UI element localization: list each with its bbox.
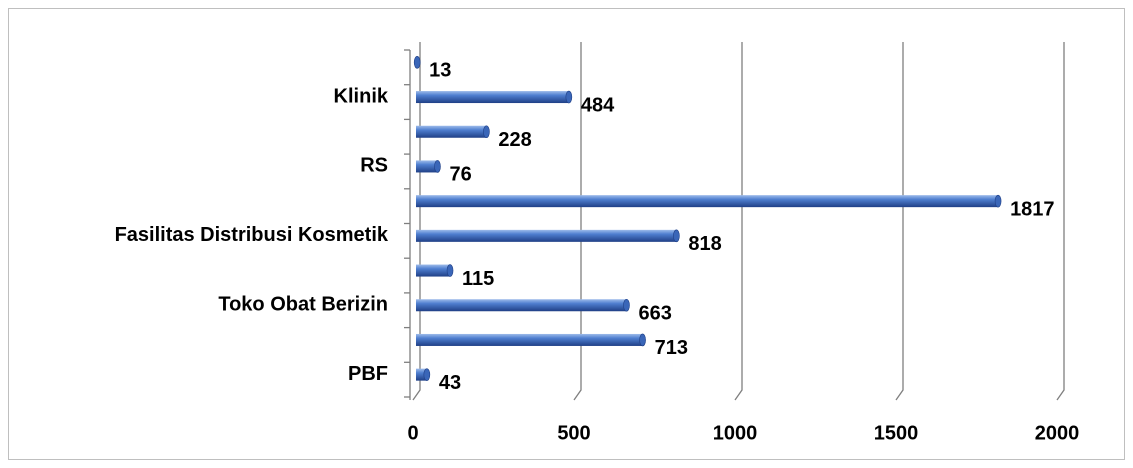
bar	[416, 264, 451, 277]
value-label: 663	[638, 303, 671, 325]
x-tick-label: 1500	[874, 422, 919, 444]
value-label: 43	[439, 372, 461, 394]
value-label: 484	[581, 94, 615, 116]
y-tick-label: Toko Obat Berizin	[218, 294, 388, 316]
grid-line	[412, 42, 421, 401]
bar	[416, 299, 627, 312]
bar-cap	[565, 90, 573, 104]
value-label: 818	[688, 233, 721, 255]
bar	[416, 125, 487, 138]
grid-line	[734, 42, 743, 401]
y-tick-label: Klinik	[334, 85, 389, 107]
bar-cap	[483, 125, 490, 139]
y-tick-label: RS	[360, 155, 388, 177]
bar	[416, 195, 999, 208]
value-label: 713	[655, 337, 688, 359]
bar	[416, 229, 677, 242]
bar	[416, 368, 427, 381]
value-label: 1817	[1010, 198, 1055, 220]
bar-cap	[434, 160, 441, 173]
bar	[416, 333, 643, 346]
y-tick-label: PBF	[348, 363, 388, 385]
value-label: 76	[449, 164, 471, 186]
bar-cap	[413, 56, 421, 69]
x-tick-label: 1000	[713, 422, 758, 444]
bar-cap	[623, 298, 630, 312]
value-label: 13	[429, 60, 451, 82]
grid-line	[573, 42, 582, 401]
bar-cap	[423, 368, 431, 381]
grid-line	[895, 42, 904, 401]
x-tick-label: 500	[557, 422, 590, 444]
value-label: 115	[462, 268, 494, 290]
bar-cap	[994, 194, 1002, 208]
x-tick-label: 2000	[1035, 422, 1080, 444]
grid-line	[1056, 42, 1065, 401]
bar	[416, 91, 569, 104]
bar-cap	[673, 229, 680, 243]
bar-cap	[639, 333, 646, 347]
x-tick-label: 0	[407, 422, 418, 444]
bar-cap	[446, 264, 454, 277]
y-tick-label: Fasilitas Distribusi Kosmetik	[115, 224, 389, 246]
bar	[416, 160, 438, 173]
value-label: 228	[498, 129, 531, 151]
